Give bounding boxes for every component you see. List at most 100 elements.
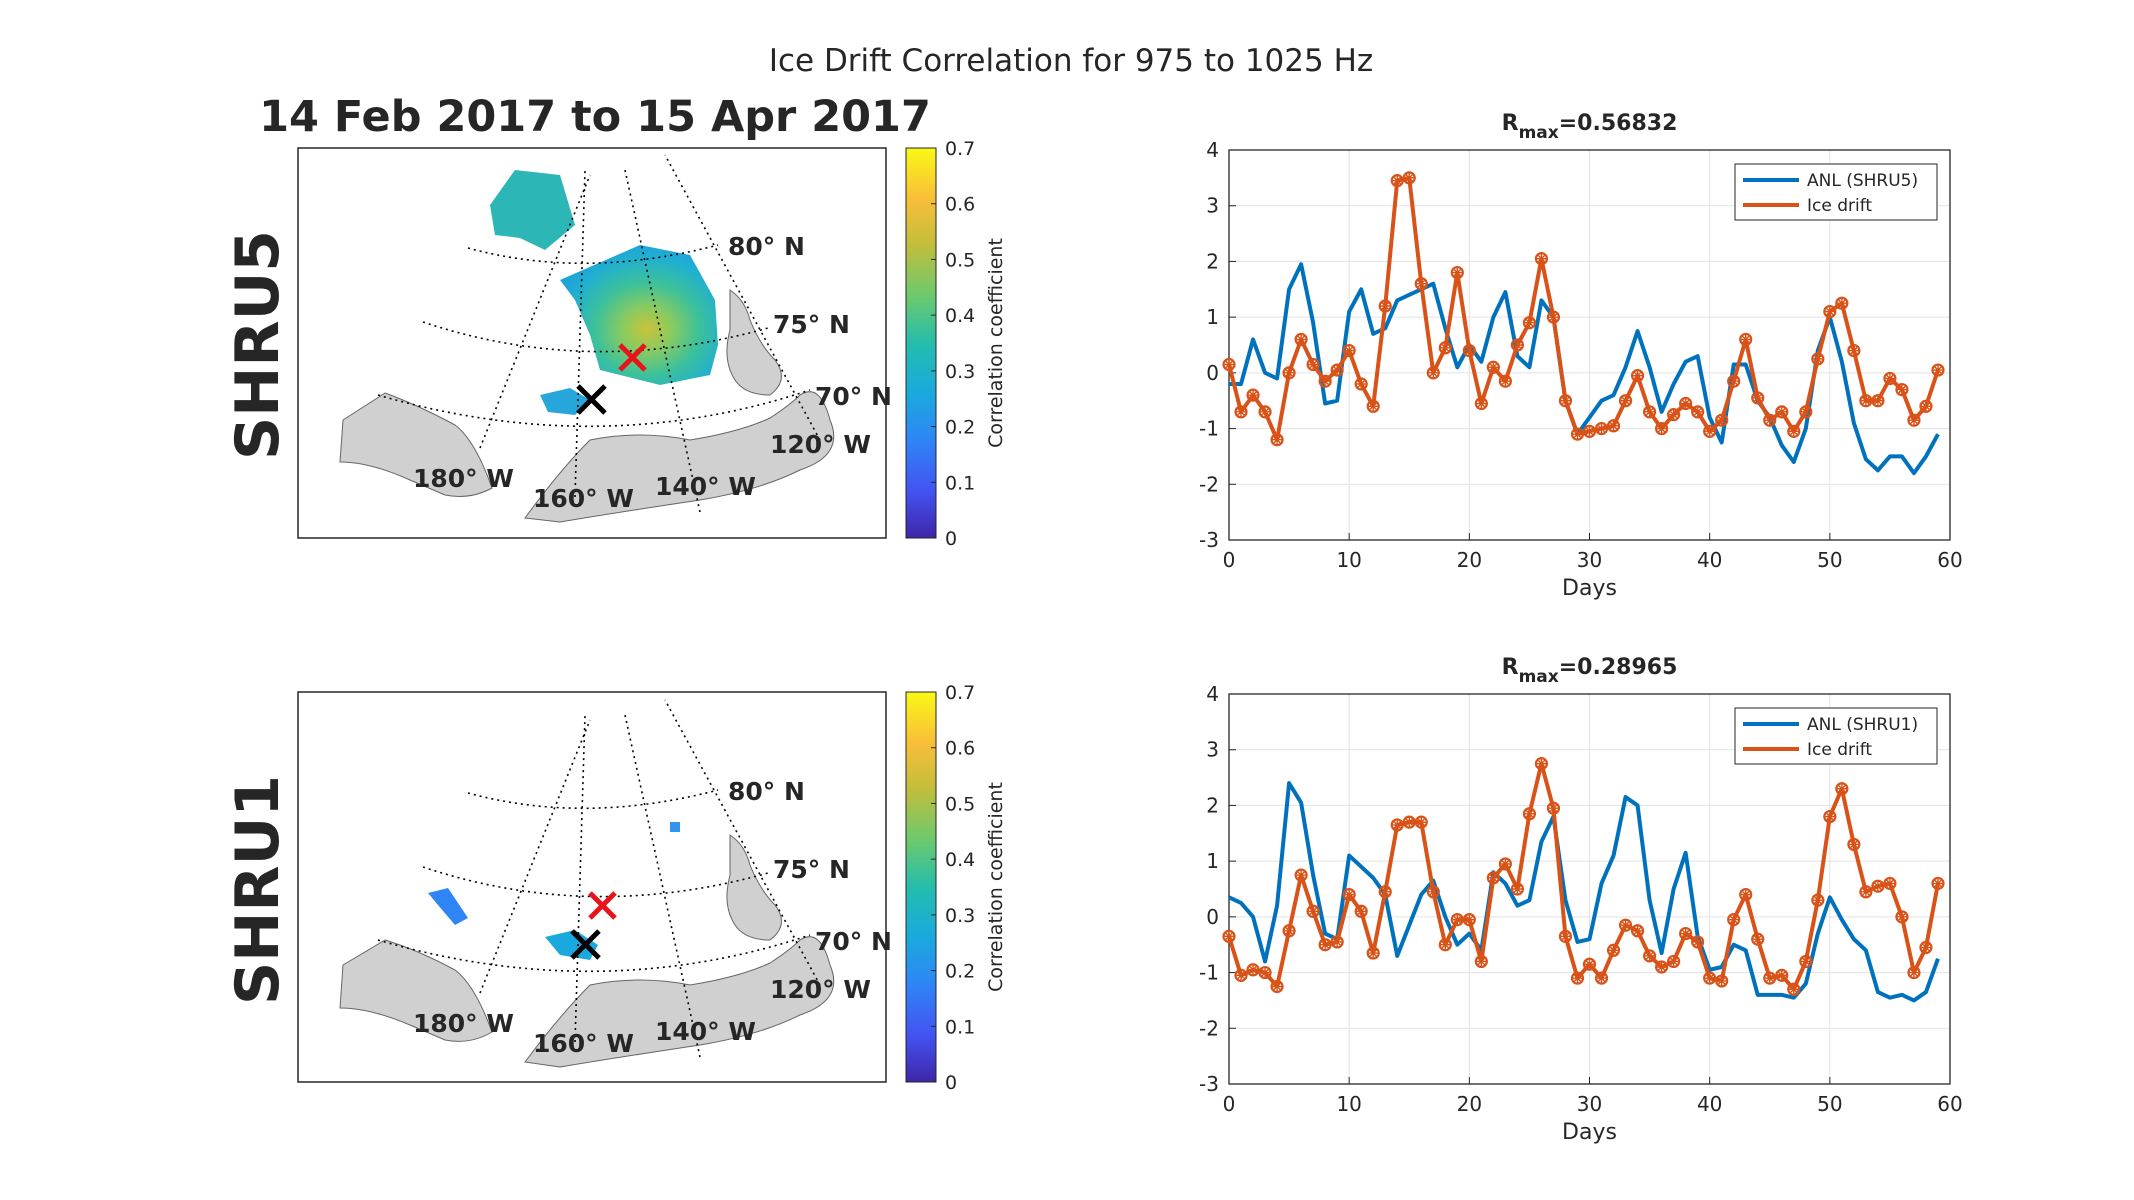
data-point bbox=[1246, 963, 1260, 977]
data-point bbox=[1907, 965, 1921, 980]
lon-label-180w: 180° W bbox=[413, 1009, 514, 1038]
data-point bbox=[1751, 932, 1765, 946]
lat-label-80: 80° N bbox=[728, 232, 805, 261]
colorbar-tick-label: 0.7 bbox=[945, 138, 975, 160]
data-point bbox=[1606, 419, 1621, 433]
data-point bbox=[1474, 396, 1488, 411]
lat-label-80: 80° N bbox=[728, 777, 805, 806]
data-point bbox=[1558, 394, 1573, 408]
data-point bbox=[1450, 913, 1464, 927]
data-point bbox=[1426, 885, 1440, 899]
row-label-shru5: SHRU5 bbox=[223, 230, 293, 460]
colorbar-tick-label: 0 bbox=[945, 528, 957, 550]
legend: ANL (SHRU1) Ice drift bbox=[1734, 707, 1938, 765]
data-point bbox=[1366, 946, 1380, 960]
data-point bbox=[1402, 171, 1416, 185]
legend-entry: Ice drift bbox=[1807, 196, 1872, 216]
x-tick-label: 50 bbox=[1817, 548, 1842, 572]
data-point bbox=[1630, 924, 1645, 938]
data-point bbox=[1775, 405, 1789, 419]
data-point bbox=[1486, 360, 1500, 374]
data-point bbox=[1390, 818, 1404, 832]
data-point bbox=[1811, 352, 1825, 366]
data-point bbox=[1654, 960, 1669, 974]
y-tick-label: 1 bbox=[1206, 849, 1219, 873]
data-point bbox=[1919, 940, 1933, 955]
data-point bbox=[1847, 343, 1861, 358]
data-point bbox=[1558, 929, 1573, 943]
colorbar-tick-label: 0.5 bbox=[945, 249, 975, 271]
data-point bbox=[1715, 413, 1729, 427]
data-point bbox=[1594, 971, 1609, 985]
data-point bbox=[1931, 876, 1945, 891]
data-point bbox=[1366, 399, 1380, 413]
data-point bbox=[1667, 954, 1681, 969]
land-siberia bbox=[339, 939, 493, 1042]
graticule bbox=[377, 699, 821, 1058]
data-point bbox=[1438, 341, 1452, 355]
lat-label-75: 75° N bbox=[773, 310, 850, 339]
data-point bbox=[1534, 757, 1549, 771]
colorbar-tick-label: 0.6 bbox=[945, 738, 975, 760]
data-point bbox=[1330, 363, 1344, 377]
colorbar-tick-label: 0.3 bbox=[945, 361, 975, 383]
data-point bbox=[1270, 979, 1284, 994]
data-point bbox=[1582, 424, 1597, 438]
x-tick-label: 50 bbox=[1817, 1092, 1842, 1116]
lon-label-120w: 120° W bbox=[770, 430, 871, 459]
data-point bbox=[1342, 343, 1356, 358]
y-tick-label: 4 bbox=[1206, 682, 1219, 706]
lon-label-120w: 120° W bbox=[770, 975, 871, 1004]
data-point bbox=[1691, 935, 1705, 949]
data-point bbox=[1763, 971, 1777, 985]
data-point bbox=[1703, 971, 1717, 985]
x-axis-label: Days bbox=[1562, 1120, 1617, 1145]
colorbar-tick-label: 0.2 bbox=[945, 961, 975, 983]
data-point bbox=[1306, 904, 1320, 918]
data-point bbox=[1486, 871, 1500, 885]
y-tick-label: 3 bbox=[1206, 194, 1219, 218]
data-point bbox=[1931, 363, 1945, 377]
data-point bbox=[1751, 391, 1765, 405]
data-point bbox=[1450, 265, 1464, 280]
data-point bbox=[1727, 374, 1741, 388]
correlation-field-south bbox=[545, 930, 598, 960]
data-point bbox=[1594, 421, 1609, 436]
x-tick-label: 60 bbox=[1937, 1092, 1962, 1116]
lat-label-70: 70° N bbox=[815, 927, 892, 956]
graticule bbox=[377, 154, 821, 513]
data-point bbox=[1787, 982, 1801, 996]
map-shru5: 80° N 75° N 70° N 120° W 140° W 160° W 1… bbox=[297, 138, 1007, 550]
legend: ANL (SHRU5) Ice drift bbox=[1734, 163, 1938, 221]
legend-entry: ANL (SHRU1) bbox=[1807, 715, 1918, 735]
data-point bbox=[1438, 938, 1452, 952]
y-tick-label: -3 bbox=[1199, 528, 1219, 552]
shru1-location-marker bbox=[570, 929, 601, 960]
colorbar-tick-label: 0.2 bbox=[945, 417, 975, 439]
colorbar-tick-label: 0.7 bbox=[945, 682, 975, 704]
data-point bbox=[1318, 374, 1332, 388]
series-line bbox=[1227, 761, 1940, 992]
land-arctic-islands bbox=[726, 834, 782, 941]
data-point bbox=[1679, 396, 1693, 411]
data-point bbox=[1294, 332, 1308, 347]
lon-label-160w: 160° W bbox=[533, 1029, 634, 1058]
legend-box bbox=[1734, 707, 1938, 765]
x-tick-label: 10 bbox=[1336, 1092, 1361, 1116]
row-label-shru1: SHRU1 bbox=[223, 775, 293, 1005]
data-point bbox=[1546, 801, 1561, 815]
data-point bbox=[1895, 910, 1909, 924]
chart-title: Rmax=0.28965 bbox=[1502, 655, 1678, 687]
data-point bbox=[1763, 413, 1777, 427]
data-point bbox=[1510, 338, 1525, 352]
y-tick-label: 0 bbox=[1206, 905, 1219, 929]
data-point bbox=[1642, 949, 1657, 963]
x-tick-label: 20 bbox=[1457, 548, 1482, 572]
data-point bbox=[1811, 893, 1825, 907]
y-tick-label: -1 bbox=[1199, 961, 1219, 985]
data-point bbox=[1727, 913, 1741, 927]
data-point bbox=[1498, 374, 1512, 388]
data-point bbox=[1787, 424, 1801, 438]
data-point bbox=[1462, 343, 1476, 358]
